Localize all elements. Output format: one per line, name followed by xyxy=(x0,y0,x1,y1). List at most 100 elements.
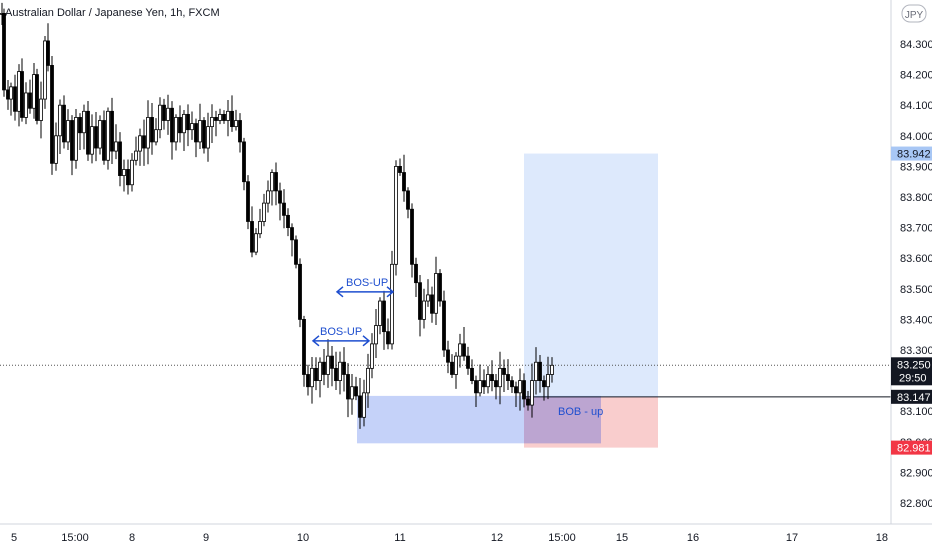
candle-body xyxy=(458,343,462,357)
candle-body xyxy=(426,294,430,302)
candle-body xyxy=(346,374,350,400)
candles xyxy=(0,2,554,429)
candle-body xyxy=(130,159,134,186)
candle-body xyxy=(238,120,242,143)
candle-body xyxy=(306,374,310,388)
candle-body xyxy=(17,71,21,112)
currency-badge[interactable]: JPY xyxy=(901,4,927,23)
candle-body xyxy=(218,113,222,121)
candle-body xyxy=(402,172,406,192)
price-tick-label: 83.800 xyxy=(900,192,932,204)
candle-body xyxy=(386,331,390,345)
price-tick-label: 84.100 xyxy=(900,100,932,112)
candle-body xyxy=(466,355,470,369)
candle-body xyxy=(442,300,446,351)
candle-body xyxy=(246,181,250,222)
candle-body xyxy=(278,190,282,204)
candle-body xyxy=(546,374,550,388)
price-tick-label: 82.800 xyxy=(900,498,932,510)
time-tick-label: 17 xyxy=(786,532,798,544)
target-price-label: 83.942 xyxy=(897,149,931,161)
price-tick-label: 84.300 xyxy=(900,39,932,51)
candle-body xyxy=(170,107,174,143)
candle-body xyxy=(118,141,122,176)
last-price-label: 83.250 xyxy=(897,359,931,371)
candle-body xyxy=(478,380,482,394)
candle-body xyxy=(474,380,478,394)
time-axis[interactable]: 5 15:00 8 9 10 11 12 15:00 15 16 17 18 xyxy=(0,523,932,544)
stop-zone[interactable] xyxy=(524,396,658,448)
candle-body xyxy=(502,367,506,375)
candle-body xyxy=(450,361,454,375)
target-price-tag xyxy=(891,146,932,161)
candle-body xyxy=(422,300,426,320)
candle-body xyxy=(390,263,394,345)
candle-body xyxy=(530,380,534,406)
candle-body xyxy=(438,273,442,302)
candle-body xyxy=(110,110,114,152)
candle-body xyxy=(358,395,362,418)
candle-body xyxy=(28,92,32,109)
candle-body xyxy=(406,190,410,210)
price-tick-label: 83.400 xyxy=(900,314,932,326)
candle-body xyxy=(494,380,498,388)
candle-body xyxy=(378,300,382,326)
candle-body xyxy=(250,221,254,253)
candle-body xyxy=(146,117,150,149)
candle-body xyxy=(35,74,39,121)
price-tick-label: 83.700 xyxy=(900,223,932,235)
candle-body xyxy=(24,92,28,118)
candle-body xyxy=(242,141,246,183)
candle-body xyxy=(274,172,278,192)
candle-body xyxy=(94,126,98,149)
bos-arrow-2[interactable] xyxy=(335,286,395,298)
candle-body xyxy=(434,273,438,314)
candle-body xyxy=(114,141,118,152)
candle-body xyxy=(302,318,306,375)
candle-body xyxy=(2,12,6,91)
candle-body xyxy=(254,233,258,253)
time-tick-label: 11 xyxy=(394,532,405,544)
candle-body xyxy=(542,380,546,388)
price-tick-label: 82.900 xyxy=(900,467,932,479)
price-tags: 83.942 83.250 29:50 83.147 82.981 xyxy=(891,146,932,455)
time-tick-label: 15:00 xyxy=(548,532,576,544)
bos-up-label-1[interactable]: BOS-UP xyxy=(320,326,362,338)
candle-body xyxy=(9,86,13,100)
candle-body xyxy=(230,110,234,128)
bob-label[interactable]: BOB - up xyxy=(558,406,603,418)
time-tick-label: 15 xyxy=(616,532,628,544)
candle-body xyxy=(106,110,110,161)
candle-body xyxy=(158,104,162,131)
candle-body xyxy=(410,208,414,265)
time-tick-label: 9 xyxy=(203,532,209,544)
candle-body xyxy=(258,221,262,235)
candle-body xyxy=(510,380,514,388)
candle-body xyxy=(526,398,530,406)
candle-body xyxy=(294,239,298,265)
candle-body xyxy=(6,89,10,100)
candle-body xyxy=(266,190,270,204)
demand-zone[interactable] xyxy=(357,395,601,444)
bos-arrow-1[interactable] xyxy=(311,335,371,347)
candle-body xyxy=(518,380,522,394)
candle-body xyxy=(286,214,290,229)
price-tick-label: 83.500 xyxy=(900,284,932,296)
candle-body xyxy=(126,169,130,186)
price-tick-label: 83.300 xyxy=(900,345,932,357)
candle-body xyxy=(538,361,542,381)
candle-body xyxy=(470,367,474,381)
bos-annotations: BOS-UP BOS-UP xyxy=(311,277,395,347)
candle-body xyxy=(282,202,286,216)
candle-body xyxy=(234,120,238,128)
candle-body xyxy=(102,120,106,161)
time-tick-label: 10 xyxy=(297,532,309,544)
target-zone[interactable] xyxy=(524,153,658,397)
candle-body xyxy=(50,65,54,164)
candle-body xyxy=(482,380,486,388)
bos-up-label-2[interactable]: BOS-UP xyxy=(346,277,388,289)
candle-body xyxy=(13,86,17,112)
time-tick-label: 16 xyxy=(687,532,699,544)
